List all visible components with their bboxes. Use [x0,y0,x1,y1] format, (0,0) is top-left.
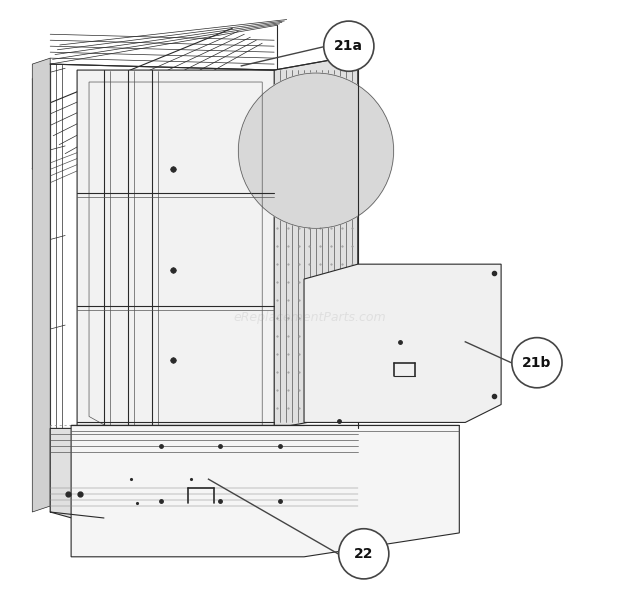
Polygon shape [71,425,459,557]
Text: 21b: 21b [522,356,552,370]
Polygon shape [32,58,50,512]
Polygon shape [77,70,274,443]
Circle shape [339,529,389,579]
Polygon shape [304,264,501,422]
Text: 22: 22 [354,547,373,561]
Polygon shape [50,428,358,527]
Text: 21a: 21a [334,39,363,53]
Circle shape [238,73,394,229]
Text: eReplacementParts.com: eReplacementParts.com [234,311,386,325]
Circle shape [512,338,562,388]
Circle shape [324,21,374,71]
Polygon shape [274,55,358,428]
